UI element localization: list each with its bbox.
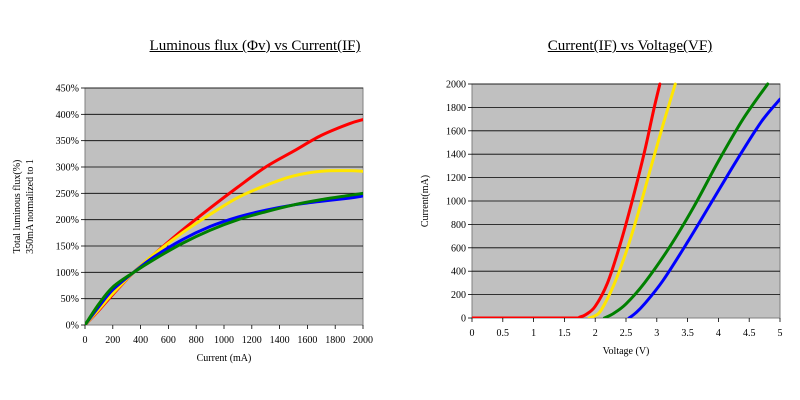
- voltage-y-tick-label: 1000: [446, 197, 466, 208]
- voltage-y-tick-label: 1400: [446, 150, 466, 161]
- flux-series-line: [85, 191, 363, 325]
- voltage-y-tick-label: 1200: [446, 173, 466, 184]
- voltage-y-tick-label: 200: [451, 290, 466, 301]
- chart-title-current-voltage: Current(IF) vs Voltage(VF): [547, 38, 713, 54]
- voltage-y-axis-label: Current(mA): [420, 175, 431, 227]
- voltage-x-tick-label: 4.5: [743, 328, 756, 339]
- flux-x-tick-label: 1200: [242, 335, 262, 346]
- flux-y-tick-label: 250%: [56, 189, 79, 200]
- voltage-x-tick-label: 4: [716, 328, 721, 339]
- voltage-x-tick-label: 0.5: [497, 328, 510, 339]
- flux-series-line: [85, 194, 363, 325]
- voltage-y-tick-label: 800: [451, 220, 466, 231]
- flux-y-tick-label: 400%: [56, 110, 79, 121]
- voltage-x-tick-label: 3: [654, 328, 659, 339]
- flux-x-tick-label: 800: [189, 335, 204, 346]
- voltage-series-line: [602, 82, 770, 318]
- voltage-y-tick-label: 600: [451, 243, 466, 254]
- flux-y-tick-label: 300%: [56, 163, 79, 174]
- voltage-x-tick-label: 3.5: [681, 328, 694, 339]
- voltage-y-tick-label: 0: [461, 314, 466, 325]
- voltage-series-line: [627, 97, 780, 318]
- voltage-series-line: [472, 82, 662, 318]
- voltage-series-line: [587, 82, 677, 318]
- flux-x-tick-label: 0: [83, 335, 88, 346]
- voltage-x-tick-label: 5: [778, 328, 783, 339]
- flux-x-tick-label: 1600: [297, 335, 317, 346]
- flux-x-tick-label: 1800: [325, 335, 345, 346]
- voltage-x-tick-label: 2: [593, 328, 598, 339]
- flux-y-tick-label: 450%: [56, 84, 79, 95]
- flux-x-tick-label: 1000: [214, 335, 234, 346]
- flux-y-tick-label: 0%: [66, 321, 79, 332]
- flux-y-tick-label: 200%: [56, 215, 79, 226]
- flux-x-tick-label: 400: [133, 335, 148, 346]
- voltage-y-tick-label: 2000: [446, 80, 466, 91]
- flux-y-axis-label: 350mA normalized to 1: [25, 159, 36, 254]
- flux-x-tick-label: 1400: [270, 335, 290, 346]
- voltage-x-tick-label: 0: [470, 328, 475, 339]
- flux-x-tick-label: 600: [161, 335, 176, 346]
- flux-y-tick-label: 350%: [56, 136, 79, 147]
- flux-x-tick-label: 200: [105, 335, 120, 346]
- voltage-y-tick-label: 1600: [446, 126, 466, 137]
- voltage-y-tick-label: 1800: [446, 103, 466, 114]
- voltage-x-tick-label: 1: [531, 328, 536, 339]
- chart-title-luminous-flux: Luminous flux (Φv) vs Current(IF): [149, 38, 361, 54]
- voltage-x-tick-label: 2.5: [620, 328, 633, 339]
- voltage-y-tick-label: 400: [451, 267, 466, 278]
- flux-y-tick-label: 50%: [61, 294, 79, 305]
- flux-y-tick-label: 100%: [56, 268, 79, 279]
- flux-y-axis-label: Total luminous flux(%): [12, 160, 23, 254]
- flux-y-tick-label: 150%: [56, 242, 79, 253]
- flux-x-axis-label: Current (mA): [197, 353, 252, 364]
- flux-x-tick-label: 2000: [353, 335, 373, 346]
- voltage-x-axis-label: Voltage (V): [603, 346, 650, 357]
- flux-series-line: [85, 169, 363, 325]
- voltage-x-tick-label: 1.5: [558, 328, 571, 339]
